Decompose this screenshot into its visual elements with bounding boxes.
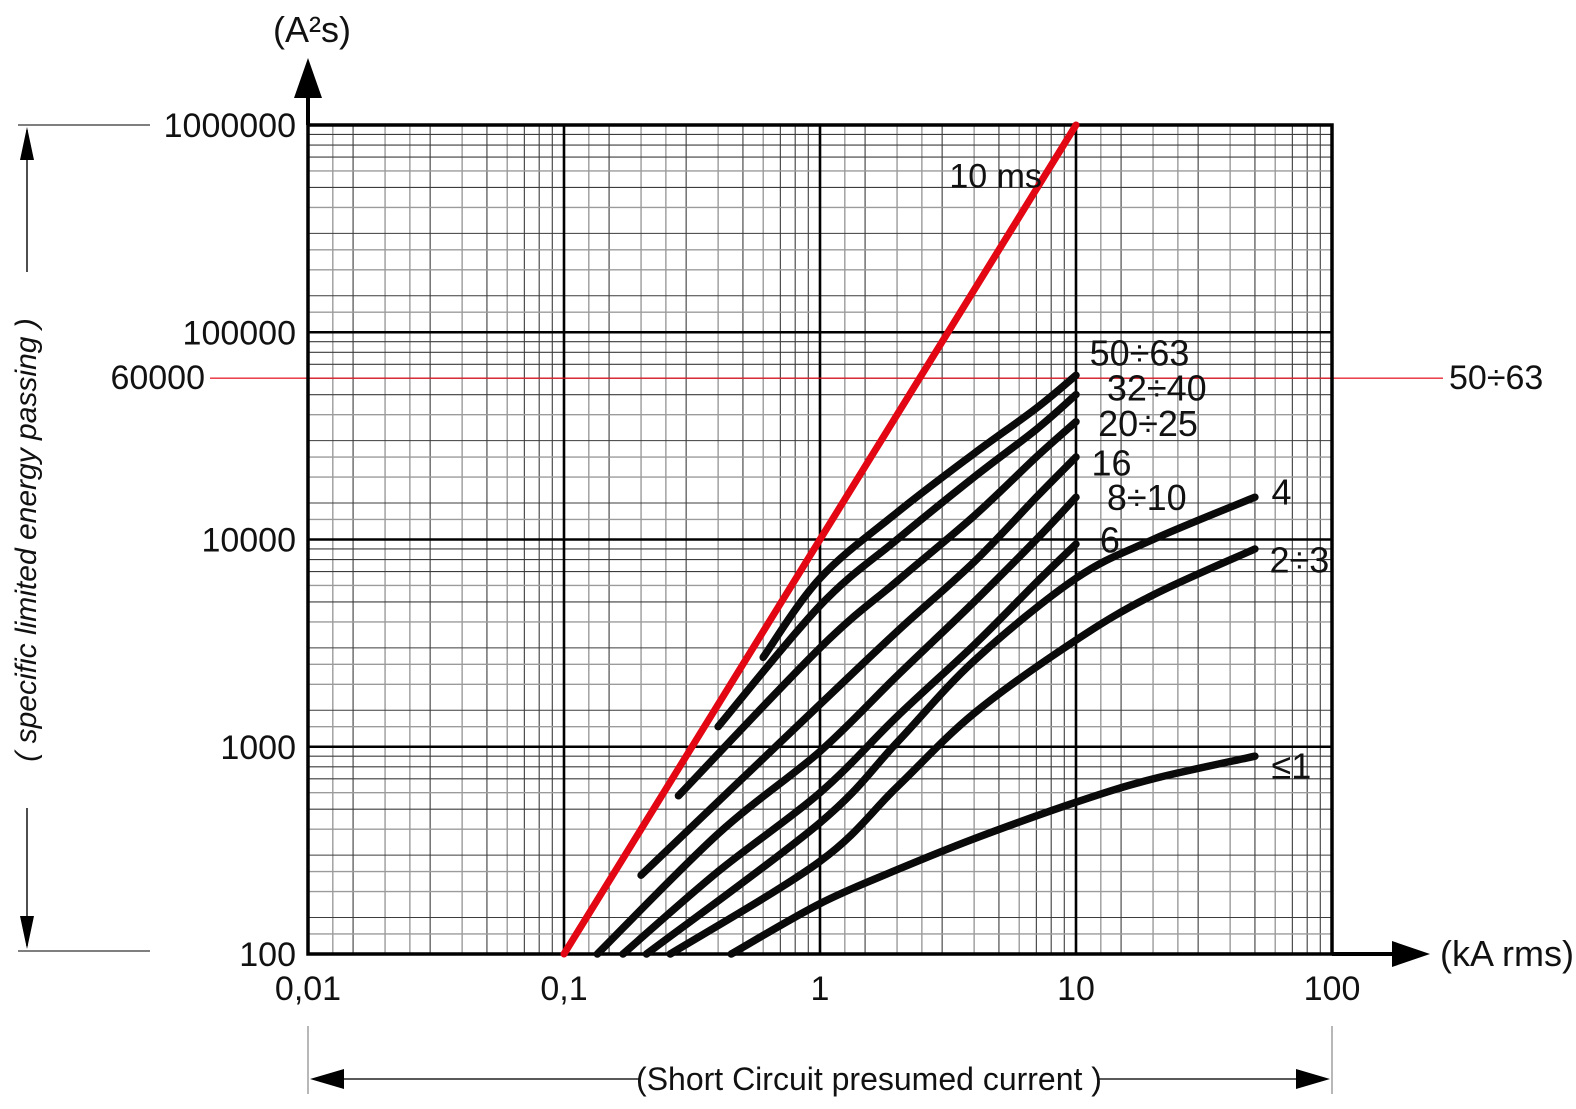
curve-8: [727, 752, 1259, 958]
curve-label: 20÷25: [1098, 403, 1198, 444]
x-axis-title: (kA rms): [1440, 933, 1574, 974]
curve-label: ≤1: [1271, 746, 1311, 787]
y-tick-label: 1000: [220, 729, 296, 767]
x-tick-label: 100: [1304, 970, 1361, 1008]
curve-4: [593, 493, 1080, 958]
axes: [294, 58, 1430, 967]
curve-6: [642, 493, 1259, 958]
y-axis-arrow-icon: [294, 58, 322, 98]
x-tick-label: 10: [1057, 970, 1095, 1008]
y-tick-label: 100: [239, 936, 296, 974]
curve-label: 6: [1100, 520, 1120, 561]
dimension-arrow-left-icon: [310, 1069, 344, 1089]
curve-1: [714, 390, 1080, 731]
plot-border: [306, 123, 1334, 956]
x-range-dimension: [307, 1026, 1333, 1094]
y-range-dimension: ( specific limited energy passing ): [10, 124, 150, 952]
dimension-arrow-right-icon: [1296, 1069, 1330, 1089]
highlight-right-label: 50÷63: [1449, 359, 1543, 397]
y-tick-label: 1000000: [164, 107, 296, 145]
curve-label: 4: [1271, 472, 1291, 513]
curve-label: 2÷3: [1270, 540, 1330, 581]
series-curves: [593, 371, 1259, 958]
curve-label: 50÷63: [1090, 332, 1190, 373]
curve-7: [666, 545, 1259, 958]
y-axis-side-label: ( specific limited energy passing ): [10, 318, 43, 762]
dimension-arrow-up-icon: [20, 127, 34, 160]
x-tick-label: 0,1: [540, 970, 587, 1008]
x-tick-label: 0,01: [275, 970, 341, 1008]
bottom-annotation: (Short Circuit presumed current ): [636, 1061, 1102, 1097]
y-tick-label: 10000: [201, 522, 296, 560]
reference-line-label: 10 ms: [949, 158, 1042, 196]
curve-label: 32÷40: [1107, 368, 1207, 409]
curve-label: 16: [1092, 443, 1132, 484]
y-tick-label: 100000: [183, 314, 296, 352]
curve-2: [674, 417, 1080, 800]
y-axis-title: (A²s): [273, 9, 351, 50]
highlight-left-label: 60000: [110, 359, 205, 397]
x-axis-arrow-icon: [1392, 941, 1430, 967]
curve-0: [759, 371, 1080, 662]
curve-5: [619, 540, 1080, 958]
dimension-arrow-down-icon: [20, 916, 34, 949]
reference-line-10ms: [560, 121, 1080, 958]
curve-3: [637, 453, 1080, 879]
curve-label: 8÷10: [1107, 477, 1187, 518]
x-tick-label: 1: [811, 970, 830, 1008]
